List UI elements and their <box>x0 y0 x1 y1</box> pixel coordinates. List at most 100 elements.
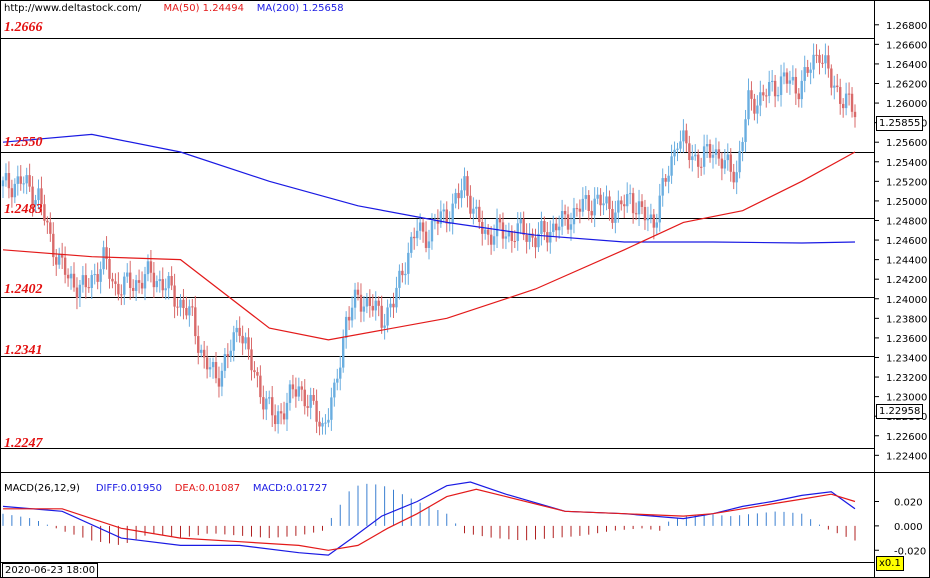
candle-body <box>202 349 206 358</box>
candle-body <box>350 307 354 321</box>
candle-body <box>241 335 244 344</box>
candle-body <box>776 94 780 97</box>
candle-body <box>155 281 159 288</box>
candle-body <box>137 280 141 283</box>
candle-body <box>664 178 667 182</box>
candle-body <box>244 337 247 344</box>
candle-body <box>164 288 167 291</box>
candle-body <box>415 230 419 239</box>
level-label: 1.2550 <box>4 135 43 150</box>
candle-body <box>250 349 253 371</box>
candle-body <box>850 93 854 112</box>
candle-body <box>303 389 306 407</box>
candle-body <box>540 221 543 234</box>
candle-body <box>430 220 434 242</box>
level-label: 1.2341 <box>4 343 43 358</box>
candle-body <box>620 200 623 205</box>
candle-body <box>726 154 729 161</box>
candle-body <box>436 220 440 224</box>
candle-body <box>841 103 845 109</box>
candle-body <box>711 154 715 158</box>
candle-body <box>96 274 99 282</box>
candle-body <box>818 54 821 63</box>
candle-body <box>457 192 460 199</box>
candle-body <box>398 270 401 288</box>
candle-body <box>28 175 31 187</box>
candle-body <box>815 54 818 56</box>
candle-body <box>575 208 579 210</box>
candle-body <box>93 274 96 276</box>
candle-body <box>549 231 552 243</box>
candle-body <box>599 194 602 206</box>
candle-body <box>717 149 721 159</box>
candle-body <box>679 141 682 149</box>
site-url[interactable]: http://www.deltastock.com/ <box>4 3 142 14</box>
candle-body <box>750 90 753 99</box>
candle-body <box>279 411 283 414</box>
candle-body <box>235 327 238 333</box>
candle-body <box>347 316 351 321</box>
candle-body <box>812 54 815 70</box>
candle-body <box>321 423 324 427</box>
candle-body <box>510 231 514 242</box>
candle-body <box>395 287 398 308</box>
candle-body <box>773 80 777 97</box>
candle-body <box>658 195 661 223</box>
candle-body <box>655 222 658 228</box>
candle-body <box>454 192 457 204</box>
candle-body <box>371 305 374 311</box>
candle-body <box>223 354 227 371</box>
candle-body <box>339 367 342 379</box>
candle-body <box>507 231 511 237</box>
candle-body <box>525 234 528 242</box>
ma50-value: 1.24494 <box>202 3 245 14</box>
price-tick-label: 1.23400 <box>886 353 927 364</box>
candle-body <box>271 397 274 416</box>
price-tick-label: 1.24400 <box>886 256 927 267</box>
candle-body <box>673 149 676 157</box>
candle-body <box>40 188 43 205</box>
candle-body <box>7 173 11 189</box>
candle-body <box>688 143 691 161</box>
level-label: 1.2483 <box>4 202 43 217</box>
header-bar: http://www.deltastock.com/ MA(50) 1.2449… <box>4 3 344 14</box>
candle-body <box>631 193 635 214</box>
candle-body <box>152 272 156 288</box>
candle-body <box>173 285 176 307</box>
candle-body <box>75 287 79 298</box>
candle-body <box>312 394 315 401</box>
candle-body <box>247 337 250 350</box>
low-price-box: 1.22958 <box>876 404 924 419</box>
candle-body <box>205 357 209 370</box>
candle-body <box>782 72 786 77</box>
candle-body <box>418 222 422 231</box>
candle-body <box>253 370 256 373</box>
candle-body <box>386 307 389 326</box>
candle-body <box>475 206 478 209</box>
candle-body <box>161 279 164 291</box>
candle-body <box>90 275 93 288</box>
candle-body <box>649 214 653 219</box>
candle-body <box>99 269 102 282</box>
candle-body <box>699 166 703 168</box>
candle-body <box>294 389 298 397</box>
zoom-button[interactable]: x0.1 <box>876 556 904 571</box>
candle-body <box>392 303 395 308</box>
candle-body <box>129 272 132 288</box>
candle-body <box>10 188 14 198</box>
candle-body <box>268 397 271 399</box>
candle-body <box>167 275 170 289</box>
candle-body <box>185 308 188 316</box>
candle-body <box>52 233 55 258</box>
candle-body <box>377 300 380 306</box>
price-tick-label: 1.25200 <box>886 177 927 188</box>
candle-body <box>114 281 117 284</box>
candle-body <box>273 415 277 425</box>
candle-body <box>60 253 64 258</box>
candle-body <box>806 67 809 73</box>
candle-body <box>729 154 732 172</box>
candle-body <box>111 278 114 282</box>
candle-body <box>853 111 857 118</box>
candle-body <box>741 141 744 151</box>
candle-body <box>543 221 546 233</box>
